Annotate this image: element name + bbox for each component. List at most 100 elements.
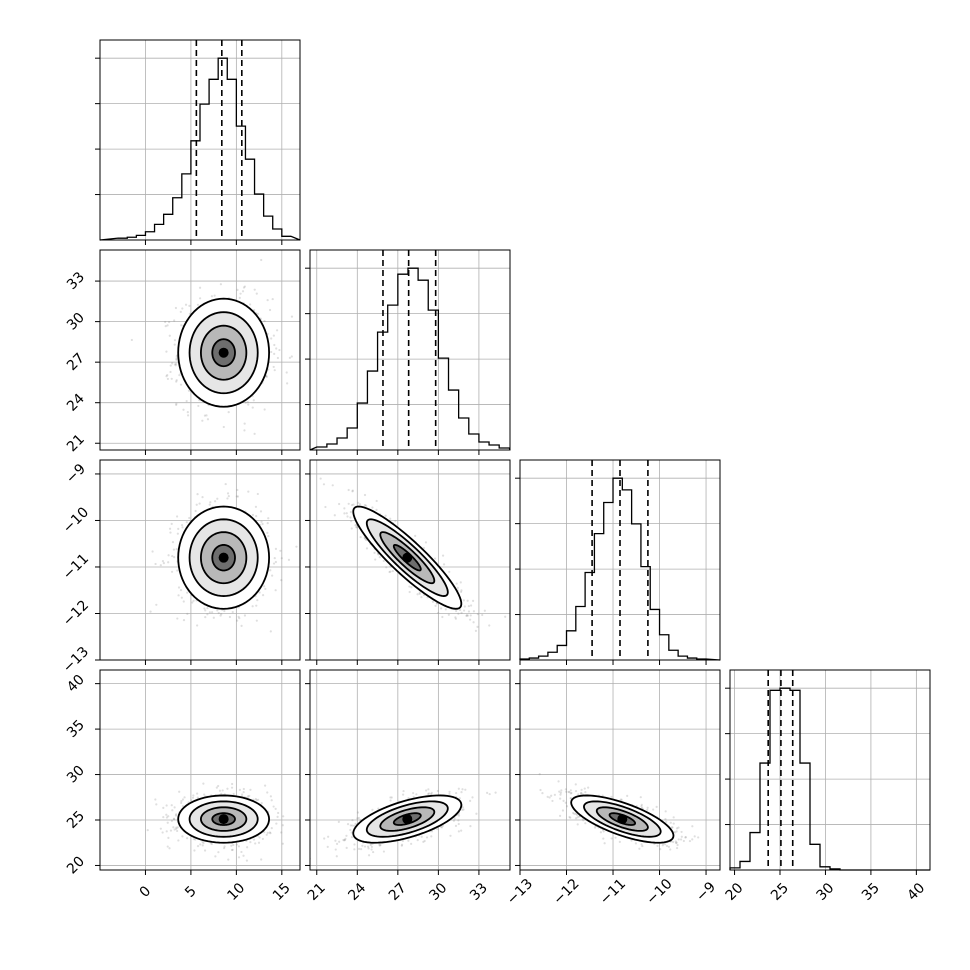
axes-frame: [99, 459, 301, 661]
scatter-point: [218, 789, 222, 792]
scatter-point: [389, 517, 392, 520]
scatter-point: [177, 594, 180, 597]
scatter-point: [197, 404, 200, 408]
scatter-point: [377, 807, 380, 810]
scatter-point: [263, 408, 266, 411]
scatter-point: [181, 835, 184, 838]
scatter-point: [162, 562, 165, 565]
scatter-point: [178, 790, 181, 793]
scatter-point: [173, 806, 176, 809]
scatter-point: [172, 826, 175, 829]
scatter-point: [260, 802, 263, 805]
scatter-point: [453, 817, 456, 820]
scatter-point: [235, 843, 238, 846]
scatter-point: [266, 298, 269, 302]
scatter-point: [202, 782, 205, 785]
scatter-point: [256, 492, 259, 496]
scatter-point: [457, 830, 460, 833]
scatter-point: [175, 548, 178, 551]
scatter-point: [165, 830, 168, 833]
scatter-point: [165, 804, 168, 807]
scatter-point: [203, 793, 206, 796]
scatter-point: [382, 559, 385, 563]
scatter-point: [196, 792, 199, 795]
scatter-point: [170, 819, 174, 823]
scatter-point: [448, 570, 451, 573]
scatter-point: [472, 610, 476, 613]
scatter-point: [347, 502, 350, 505]
scatter-point: [461, 806, 464, 809]
scatter-point: [188, 304, 191, 307]
scatter-point: [466, 599, 469, 602]
scatter-point: [176, 515, 179, 518]
scatter-point: [255, 604, 258, 607]
scatter-point: [249, 303, 252, 306]
scatter-point: [208, 503, 211, 506]
scatter-point: [266, 831, 269, 834]
scatter-point: [275, 329, 279, 332]
scatter-point: [269, 569, 272, 572]
axes-frame: [309, 459, 511, 661]
scatter-point: [363, 845, 367, 848]
scatter-point: [418, 592, 421, 596]
scatter-point: [342, 838, 345, 842]
scatter-point: [177, 527, 180, 530]
scatter-point: [415, 793, 418, 796]
scatter-point: [243, 614, 247, 617]
scatter-point: [253, 288, 256, 291]
scatter-point: [274, 547, 278, 550]
scatter-point: [265, 375, 268, 379]
scatter-point: [247, 403, 250, 406]
scatter-point: [465, 614, 468, 617]
scatter-point: [573, 812, 576, 815]
scatter-point: [385, 566, 388, 569]
scatter-point: [210, 295, 214, 298]
scatter-point: [359, 535, 362, 539]
scatter-point: [424, 541, 428, 544]
scatter-point: [219, 614, 222, 617]
scatter-point: [431, 600, 435, 603]
scatter-point: [269, 832, 272, 835]
scatter-point: [272, 365, 275, 369]
scatter-point: [455, 791, 458, 795]
scatter-point: [373, 551, 376, 554]
scatter-point: [182, 600, 185, 603]
scatter-point: [418, 591, 421, 594]
scatter-point: [261, 522, 264, 526]
scatter-point: [211, 456, 213, 458]
scatter-point: [436, 827, 439, 831]
scatter-point: [464, 788, 467, 791]
scatter-point: [187, 389, 191, 392]
scatter-point: [175, 357, 178, 360]
scatter-point: [351, 824, 354, 827]
scatter-point: [199, 843, 202, 846]
scatter-point: [149, 610, 152, 613]
scatter-point: [169, 364, 172, 367]
scatter-point: [176, 617, 179, 620]
scatter-point: [664, 810, 667, 813]
scatter-point: [407, 797, 410, 800]
scatter-point: [154, 562, 157, 566]
scatter-point: [275, 347, 278, 350]
axes-frame: [729, 669, 931, 871]
scatter-point: [457, 787, 460, 790]
scatter-point: [165, 816, 169, 819]
scatter-point: [260, 858, 263, 861]
scatter-point: [196, 303, 200, 306]
scatter-point: [440, 826, 444, 829]
scatter-point: [214, 855, 217, 858]
scatter-point: [354, 524, 357, 527]
scatter-point: [367, 847, 370, 850]
scatter-point: [202, 841, 205, 845]
contour-line-1: [188, 311, 259, 395]
scatter-point: [674, 841, 678, 845]
scatter-point: [345, 834, 348, 837]
scatter-point: [166, 377, 170, 381]
scatter-point: [237, 856, 241, 859]
scatter-point: [240, 850, 243, 854]
scatter-point: [441, 554, 445, 557]
scatter-point: [476, 625, 479, 629]
scatter-point: [176, 829, 179, 833]
scatter-point: [378, 844, 381, 847]
